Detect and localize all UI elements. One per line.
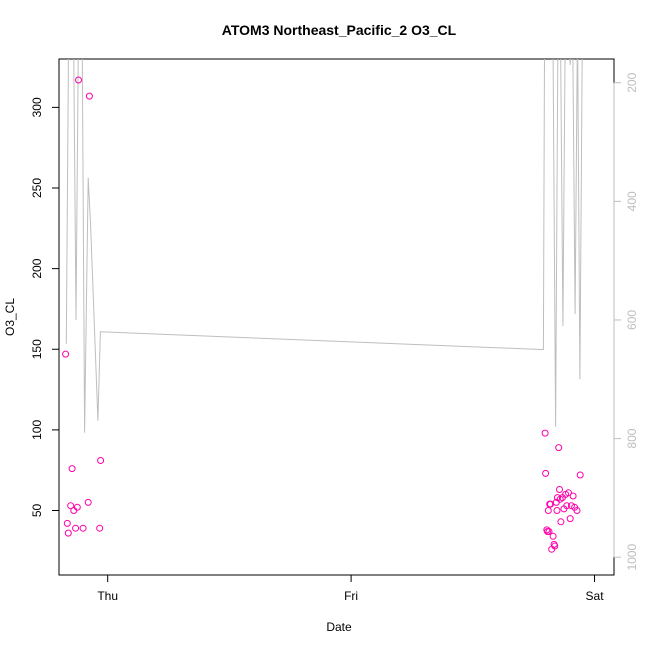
data-point xyxy=(545,528,553,535)
data-point xyxy=(73,503,81,511)
y2-tick-label: 1000 xyxy=(625,544,639,571)
data-point xyxy=(557,518,565,526)
y2-tick-label: 800 xyxy=(625,428,639,448)
data-point xyxy=(62,350,70,358)
x-axis-label: Date xyxy=(326,620,352,634)
data-point xyxy=(79,524,87,532)
y-tick-label: 50 xyxy=(30,504,44,518)
y-tick-label: 150 xyxy=(30,339,44,359)
y2-tick-label: 200 xyxy=(625,72,639,92)
data-point xyxy=(85,92,93,100)
y-axis-label: O3_CL xyxy=(3,298,17,336)
data-point xyxy=(68,465,76,473)
data-point xyxy=(84,498,92,506)
y2-tick-label: 400 xyxy=(625,191,639,211)
data-point xyxy=(96,524,104,532)
data-point xyxy=(67,502,75,510)
y-tick-label: 100 xyxy=(30,420,44,440)
data-point xyxy=(64,529,72,537)
y-tick-label: 200 xyxy=(30,258,44,278)
data-point xyxy=(555,444,563,452)
data-point xyxy=(556,495,564,503)
data-point xyxy=(569,492,577,500)
x-tick-label: Thu xyxy=(97,589,118,603)
line-path-0 xyxy=(65,59,583,433)
x-axis: Thu Fri Sat xyxy=(97,574,605,603)
data-point xyxy=(556,486,563,493)
y-axis: 50 100 150 200 250 300 xyxy=(30,97,60,518)
x-tick-label: Fri xyxy=(344,589,358,603)
data-point xyxy=(72,524,80,532)
line-series xyxy=(65,59,583,433)
x-tick-label: Sat xyxy=(586,589,605,603)
data-point xyxy=(63,519,71,527)
y-tick-label: 250 xyxy=(30,178,44,198)
y-tick-label: 300 xyxy=(30,97,44,117)
data-point xyxy=(544,507,552,514)
data-point xyxy=(549,532,557,540)
data-point xyxy=(565,489,572,497)
data-point xyxy=(542,469,550,477)
data-point xyxy=(563,502,571,510)
data-point xyxy=(551,542,559,550)
data-point xyxy=(573,507,581,514)
y-axis-right: 200 400 600 800 1000 xyxy=(613,72,639,571)
y2-tick-label: 600 xyxy=(625,310,639,330)
chart-title: ATOM3 Northeast_Pacific_2 O3_CL xyxy=(222,22,457,38)
point-series xyxy=(62,76,584,553)
data-point xyxy=(97,457,105,464)
data-point xyxy=(576,471,584,479)
data-point xyxy=(541,429,549,437)
data-point xyxy=(553,507,561,514)
data-point xyxy=(75,76,82,84)
data-point xyxy=(566,515,574,523)
